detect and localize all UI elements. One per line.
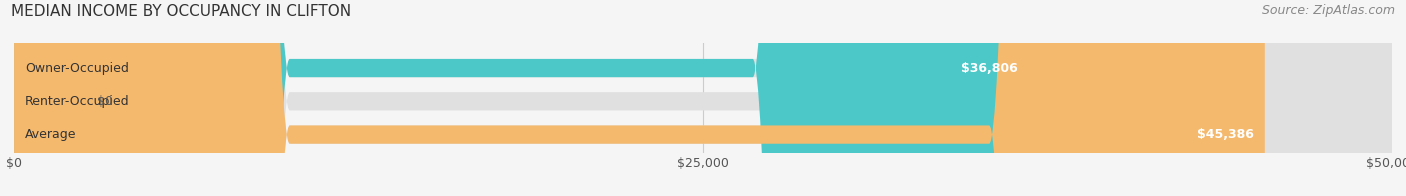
Text: $36,806: $36,806 xyxy=(960,62,1018,74)
FancyBboxPatch shape xyxy=(14,0,1392,196)
FancyBboxPatch shape xyxy=(14,0,1392,196)
Text: MEDIAN INCOME BY OCCUPANCY IN CLIFTON: MEDIAN INCOME BY OCCUPANCY IN CLIFTON xyxy=(11,4,352,19)
FancyBboxPatch shape xyxy=(14,0,1028,196)
Text: Owner-Occupied: Owner-Occupied xyxy=(25,62,129,74)
Text: Source: ZipAtlas.com: Source: ZipAtlas.com xyxy=(1261,4,1395,17)
Text: Average: Average xyxy=(25,128,76,141)
Text: Renter-Occupied: Renter-Occupied xyxy=(25,95,129,108)
FancyBboxPatch shape xyxy=(14,0,1392,196)
Text: $0: $0 xyxy=(97,95,112,108)
Text: $45,386: $45,386 xyxy=(1197,128,1254,141)
FancyBboxPatch shape xyxy=(14,0,1265,196)
